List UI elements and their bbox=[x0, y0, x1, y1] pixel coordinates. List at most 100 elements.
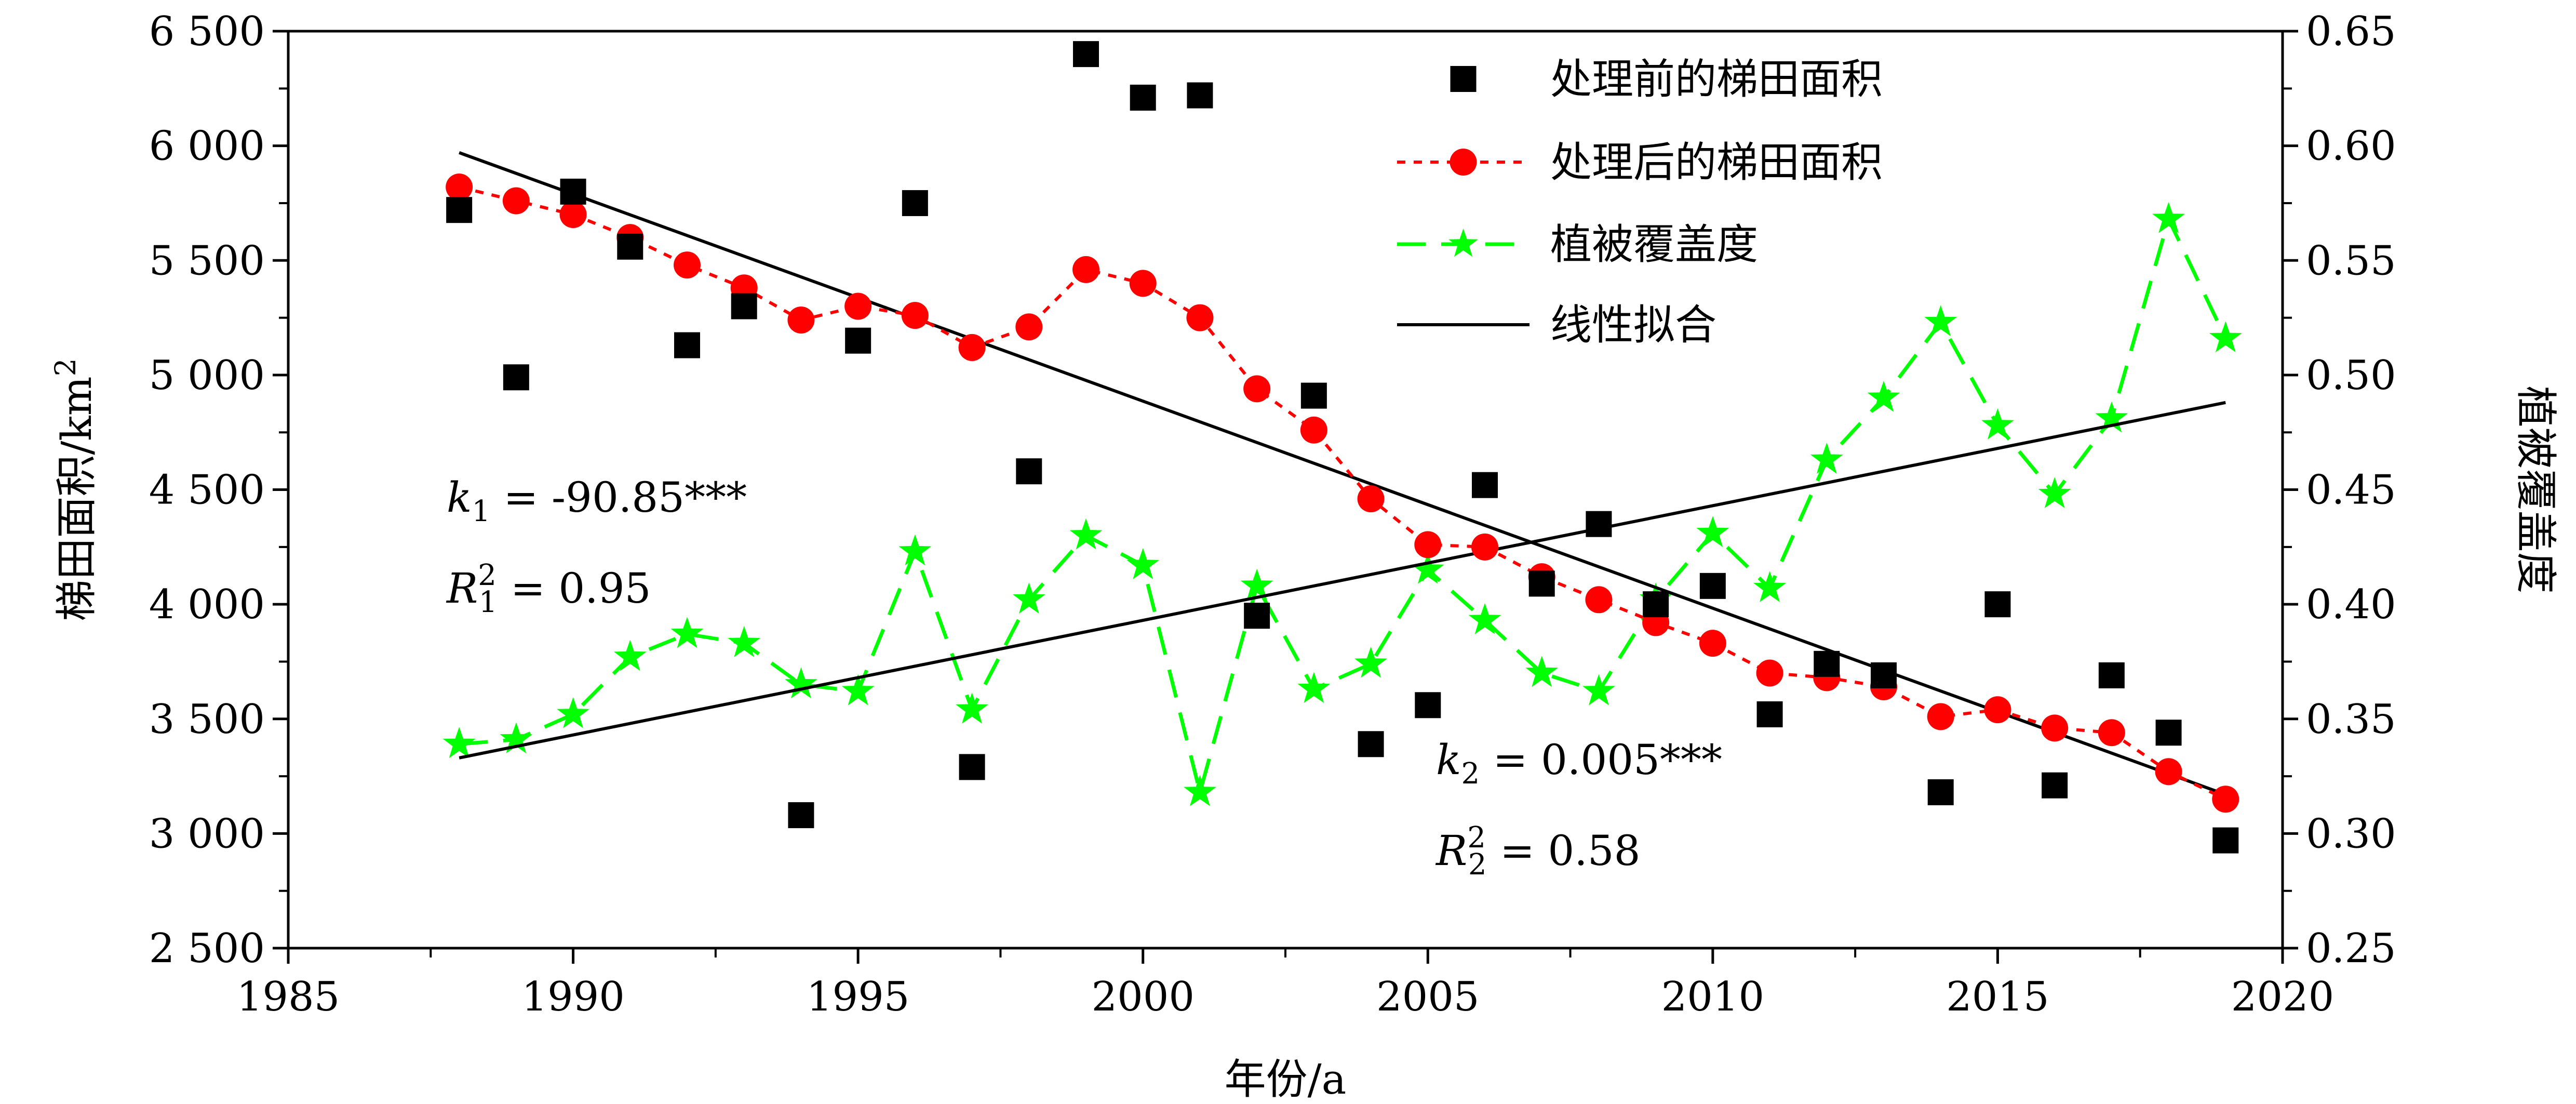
vegetation-point bbox=[2038, 477, 2071, 509]
legend-symbol-vegetation bbox=[1397, 229, 1530, 257]
r-squared-1-text: R2 1 = 0.95 bbox=[446, 558, 651, 619]
processed-area-point bbox=[2155, 758, 2182, 786]
raw-area-point bbox=[617, 233, 643, 260]
vegetation-point bbox=[1981, 408, 2014, 440]
y-right-tick-label: 0.60 bbox=[2306, 123, 2396, 170]
linear-fit-vegetation bbox=[459, 401, 2226, 760]
processed-area-point bbox=[1072, 256, 1099, 283]
vegetation-point bbox=[557, 697, 589, 728]
raw-area-point bbox=[1927, 779, 1954, 805]
y-left-tick-label: 2 500 bbox=[149, 925, 265, 972]
linear-fit-area bbox=[459, 151, 2226, 796]
vegetation-point bbox=[670, 617, 704, 648]
vegetation-point bbox=[1810, 443, 1843, 474]
raw-area-point bbox=[2212, 827, 2239, 854]
processed-area-point bbox=[844, 292, 872, 320]
vegetation-point bbox=[956, 693, 988, 724]
raw-area-point bbox=[2042, 772, 2068, 799]
legend-circle-marker bbox=[1450, 149, 1477, 176]
processed-area-point bbox=[1984, 696, 2011, 724]
vegetation-point bbox=[1867, 380, 1900, 412]
x-tick-label: 1985 bbox=[237, 974, 340, 1020]
legend-symbol-processed-area bbox=[1397, 149, 1530, 176]
processed-area-point bbox=[1300, 416, 1327, 444]
raw-area-point bbox=[1187, 82, 1213, 109]
legend-label-raw-area: 处理前的梯田面积 bbox=[1550, 55, 1883, 103]
raw-area-point bbox=[845, 327, 871, 354]
raw-area-point bbox=[1358, 731, 1384, 757]
raw-area-point bbox=[446, 197, 473, 223]
vegetation-point bbox=[1240, 568, 1273, 600]
x-axis-title: 年份/a bbox=[1225, 1055, 1347, 1103]
x-tick-label: 2000 bbox=[1091, 974, 1195, 1020]
raw-area-point bbox=[503, 364, 529, 391]
vegetation-point bbox=[728, 626, 761, 657]
y-right-tick-label: 0.30 bbox=[2306, 810, 2396, 857]
y-left-tick-label: 3 000 bbox=[149, 810, 265, 857]
raw-area-point bbox=[1643, 591, 1669, 618]
legend-label-linear-fit: 线性拟合 bbox=[1550, 301, 1716, 349]
raw-area-point bbox=[902, 190, 928, 216]
y-left-tick-label: 4 500 bbox=[149, 467, 265, 514]
processed-area-point bbox=[1756, 659, 1783, 687]
raw-area-point bbox=[2098, 662, 2125, 688]
raw-area-point bbox=[788, 802, 814, 829]
raw-area-point bbox=[674, 332, 700, 358]
raw-area-point bbox=[1871, 662, 1897, 688]
processed-area-point bbox=[958, 334, 986, 361]
y-right-tick-label: 0.55 bbox=[2306, 237, 2396, 284]
raw-area-point bbox=[2155, 720, 2182, 746]
axes: 1985 1990 1995 2000 2005 2010 2015 2020 2 500 3 0… bbox=[149, 8, 2396, 1020]
vegetation-point bbox=[785, 667, 817, 699]
y-right-tick-label: 0.25 bbox=[2306, 925, 2396, 972]
raw-area-point bbox=[1586, 511, 1612, 537]
processed-area-point bbox=[559, 201, 587, 228]
raw-area-point bbox=[1756, 701, 1783, 727]
vegetation-point bbox=[1468, 603, 1501, 634]
x-tick-label: 1990 bbox=[521, 974, 625, 1020]
processed-area-point bbox=[1243, 375, 1271, 403]
processed-area-point bbox=[901, 302, 929, 329]
vegetation-point bbox=[1184, 775, 1216, 806]
processed-area-point bbox=[1414, 531, 1442, 558]
y-right-tick-label: 0.65 bbox=[2306, 8, 2396, 55]
processed-area-point bbox=[1357, 485, 1385, 513]
vegetation-point bbox=[1696, 516, 1729, 548]
raw-area-point bbox=[1814, 650, 1840, 677]
raw-area-point bbox=[1415, 692, 1441, 719]
processed-area-point bbox=[674, 251, 701, 279]
legend-symbol-raw-area bbox=[1450, 66, 1477, 92]
y-left-tick-label: 6 500 bbox=[149, 8, 265, 55]
vegetation-point bbox=[1012, 582, 1045, 614]
x-tick-label: 2015 bbox=[1946, 974, 2049, 1020]
y-left-tick-label: 5 000 bbox=[149, 352, 265, 399]
raw-area-point bbox=[959, 754, 985, 780]
plot-area bbox=[442, 41, 2242, 854]
raw-area-point bbox=[1984, 591, 2011, 618]
processed-area-point bbox=[1129, 270, 1157, 297]
raw-area-point bbox=[1016, 458, 1042, 485]
y-left-tick-label: 4 000 bbox=[149, 581, 265, 628]
y-left-tick-label: 5 500 bbox=[149, 237, 265, 284]
vegetation-point bbox=[841, 674, 875, 706]
r-squared-2-text: R2 2 = 0.58 bbox=[1435, 821, 1641, 882]
x-tick-label: 2005 bbox=[1376, 974, 1480, 1020]
y-right-axis-title: 植被覆盖度 bbox=[2512, 386, 2560, 594]
raw-area-point bbox=[1244, 603, 1270, 629]
legend: 处理前的梯田面积 处理后的梯田面积 植被覆盖度 线性拟合 bbox=[1397, 55, 1883, 349]
raw-area-point bbox=[1073, 41, 1099, 68]
vegetation-point bbox=[1582, 674, 1615, 706]
raw-area-point bbox=[1528, 570, 1555, 597]
processed-area-point bbox=[2098, 719, 2125, 747]
y-left-tick-label: 6 000 bbox=[149, 123, 265, 170]
y-right-tick-label: 0.45 bbox=[2306, 467, 2396, 514]
x-tick-label: 2010 bbox=[1661, 974, 1765, 1020]
y-right-tick-label: 0.50 bbox=[2306, 352, 2396, 399]
legend-label-processed-area: 处理后的梯田面积 bbox=[1550, 138, 1883, 187]
processed-area-point bbox=[1927, 703, 1954, 730]
processed-area-point bbox=[1585, 586, 1613, 614]
vegetation-point bbox=[1126, 548, 1160, 579]
vegetation-point bbox=[613, 640, 647, 671]
vegetation-point bbox=[1354, 646, 1387, 678]
vegetation-point bbox=[1753, 571, 1786, 602]
